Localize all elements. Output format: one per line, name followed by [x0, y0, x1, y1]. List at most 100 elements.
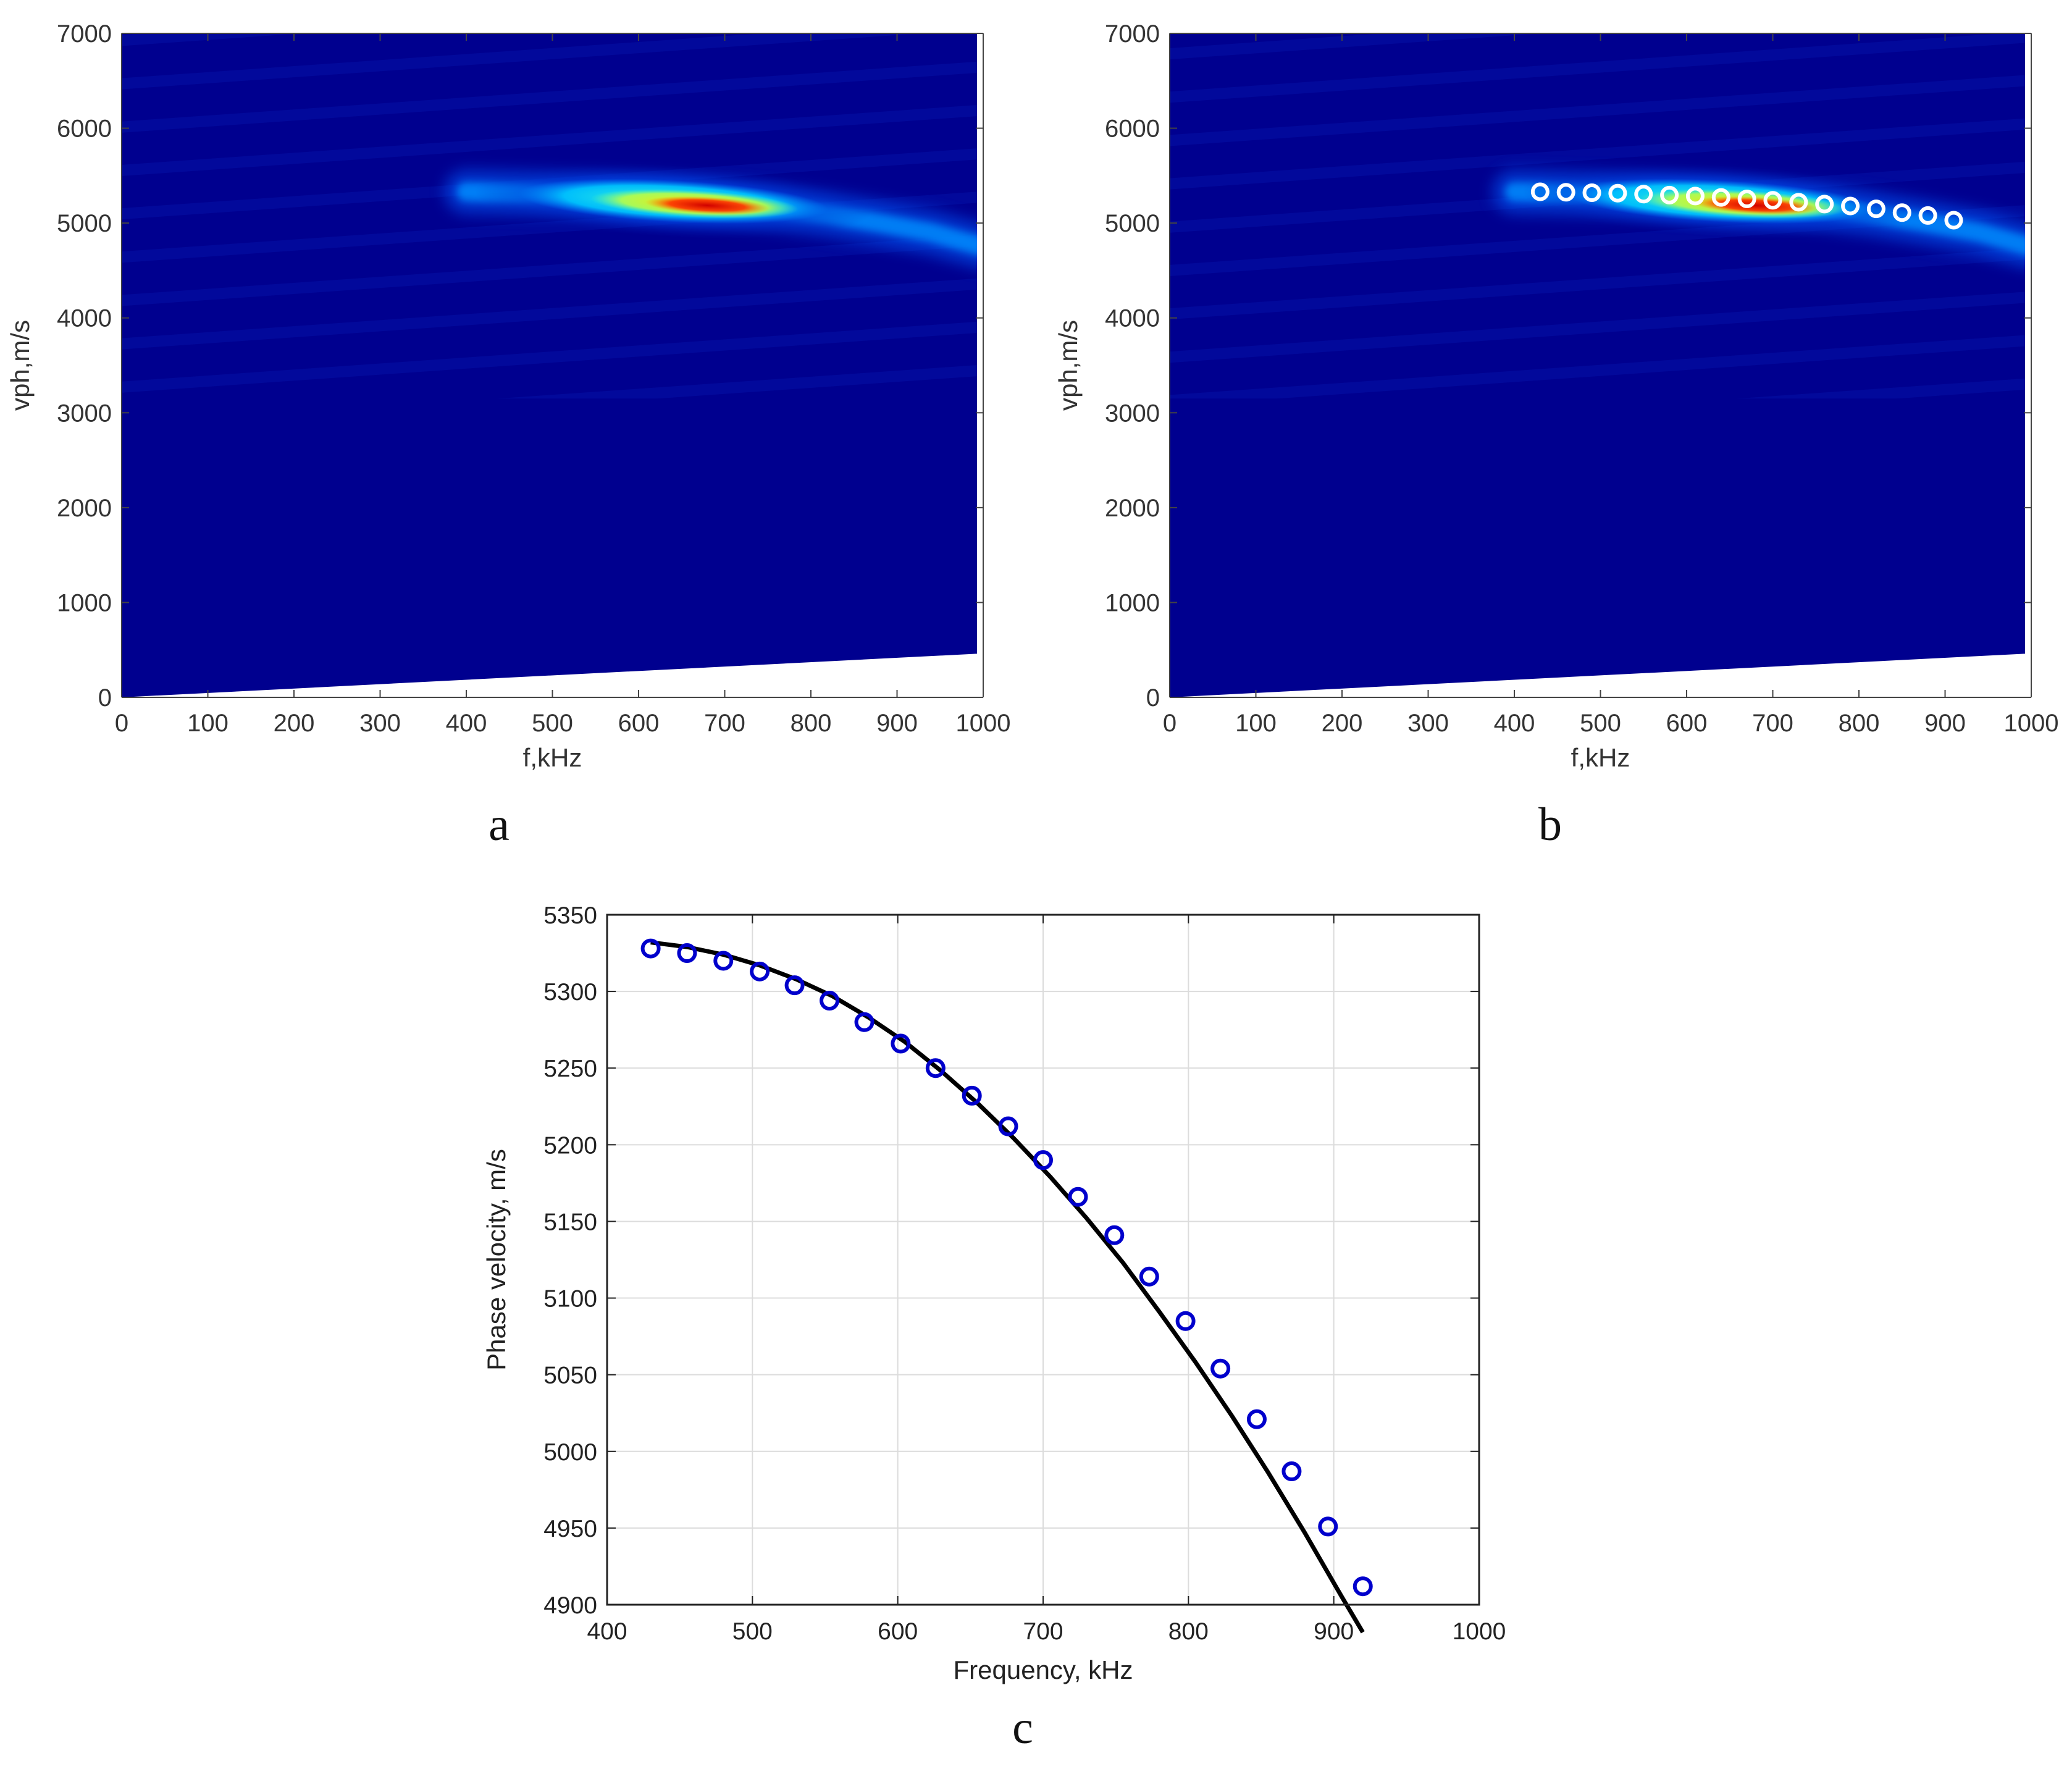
energy-peak: [645, 196, 770, 215]
x-tick-label: 500: [732, 1618, 773, 1645]
x-tick-label: 800: [1839, 710, 1880, 737]
data-point: [1281, 1461, 1302, 1482]
y-tick-label: 4000: [57, 305, 112, 332]
ridge-marker: [1582, 183, 1601, 202]
x-axis-label: Frequency, kHz: [954, 1655, 1133, 1684]
x-tick-label: 400: [587, 1618, 627, 1645]
ridge-marker: [1660, 185, 1679, 204]
y-tick-label: 1000: [57, 589, 112, 616]
data-point: [1033, 1150, 1053, 1170]
energy-peak: [1693, 196, 1818, 215]
x-tick-label: 200: [274, 710, 315, 737]
y-tick-label: 7000: [1105, 20, 1160, 48]
data-point: [891, 1033, 911, 1054]
y-tick-label: 3000: [57, 400, 112, 427]
x-tick-label: 700: [1752, 710, 1793, 737]
y-axis-label: Phase velocity, m/s: [482, 1149, 511, 1371]
data-point: [1210, 1358, 1231, 1379]
data-point: [713, 951, 734, 971]
ridge-marker: [1918, 206, 1937, 225]
data-point: [1246, 1409, 1267, 1429]
ridge-marker: [1737, 189, 1756, 208]
ridge-marker: [1866, 200, 1885, 219]
y-tick-label: 5250: [543, 1056, 597, 1082]
x-tick-label: 400: [1494, 710, 1535, 737]
ridge-marker: [1608, 183, 1627, 203]
ridge-marker: [1685, 187, 1705, 206]
ridge-marker: [1789, 193, 1808, 212]
x-tick-label: 200: [1322, 710, 1363, 737]
y-tick-label: 5000: [1105, 210, 1160, 237]
data-point: [1175, 1311, 1196, 1331]
panel-label-b: b: [1538, 799, 1562, 851]
y-tick-label: 4950: [543, 1516, 597, 1542]
data-point: [1068, 1187, 1088, 1207]
y-tick-label: 6000: [1105, 116, 1160, 143]
y-tick-label: 4000: [1105, 305, 1160, 332]
data-point: [854, 1012, 875, 1032]
ridge-marker: [1841, 196, 1860, 216]
heatmap-field: [122, 33, 977, 697]
data-point: [640, 938, 661, 959]
y-axis-label: vph,m/s: [1054, 320, 1083, 411]
x-tick-label: 1000: [956, 710, 1011, 737]
x-tick-label: 800: [791, 710, 832, 737]
panel-label-a: a: [489, 799, 510, 851]
marker-group: [1530, 182, 1963, 230]
x-tick-label: 900: [1924, 710, 1966, 737]
ridge-marker: [1530, 182, 1550, 201]
panel-label-c: c: [1012, 1702, 1033, 1754]
data-point: [925, 1058, 946, 1078]
x-tick-label: 0: [1163, 710, 1177, 737]
y-tick-label: 3000: [1105, 400, 1160, 427]
x-tick-label: 700: [704, 710, 745, 737]
ridge-marker: [1711, 188, 1730, 207]
y-tick-label: 5050: [543, 1363, 597, 1389]
y-tick-label: 2000: [1105, 495, 1160, 522]
x-tick-label: 900: [876, 710, 918, 737]
y-tick-label: 5300: [543, 979, 597, 1006]
data-point: [1139, 1266, 1159, 1287]
y-tick-label: 0: [1146, 684, 1160, 712]
x-tick-label: 900: [1314, 1618, 1354, 1645]
ridge-marker: [1815, 195, 1834, 214]
x-axis-label: f,kHz: [523, 743, 582, 772]
x-tick-label: 0: [115, 710, 128, 737]
x-tick-label: 600: [618, 710, 660, 737]
x-tick-label: 1000: [2004, 710, 2059, 737]
data-point: [750, 961, 770, 981]
y-tick-label: 0: [98, 684, 112, 712]
x-tick-label: 100: [187, 710, 229, 737]
x-tick-label: 1000: [1453, 1618, 1506, 1645]
x-tick-label: 600: [878, 1618, 918, 1645]
x-tick-label: 600: [1666, 710, 1708, 737]
y-tick-label: 6000: [57, 116, 112, 143]
y-tick-label: 4900: [543, 1592, 597, 1619]
y-axis-label: vph,m/s: [6, 320, 35, 411]
y-tick-label: 1000: [1105, 589, 1160, 616]
data-point: [677, 943, 697, 964]
y-tick-label: 5100: [543, 1286, 597, 1313]
y-tick-label: 5000: [57, 210, 112, 237]
x-tick-label: 700: [1023, 1618, 1063, 1645]
data-point: [998, 1116, 1018, 1137]
y-tick-label: 5350: [543, 902, 597, 929]
fit-curve: [650, 940, 1365, 1634]
heatmap-field: [1170, 33, 2025, 697]
x-tick-label: 400: [446, 710, 487, 737]
data-point: [1318, 1516, 1338, 1537]
ridge-marker: [1556, 183, 1575, 202]
y-tick-label: 5000: [543, 1439, 597, 1466]
ridge-marker: [1944, 211, 1963, 230]
data-point: [784, 975, 805, 996]
x-tick-label: 500: [1580, 710, 1621, 737]
data-point: [962, 1085, 982, 1106]
ridge-marker: [1634, 185, 1653, 204]
heatmap-panel-b: 0 100 200 300 400 500 600 700 800 900 1000 0 1000 200…: [1054, 20, 2058, 772]
x-tick-label: 300: [359, 710, 401, 737]
data-point: [820, 991, 840, 1011]
x-axis-label: f,kHz: [1571, 743, 1630, 772]
line-chart-panel-c: 400 500 600 700 800 900 1000 4900 4950 5000 5050 51…: [482, 902, 1506, 1684]
y-tick-label: 5150: [543, 1209, 597, 1235]
